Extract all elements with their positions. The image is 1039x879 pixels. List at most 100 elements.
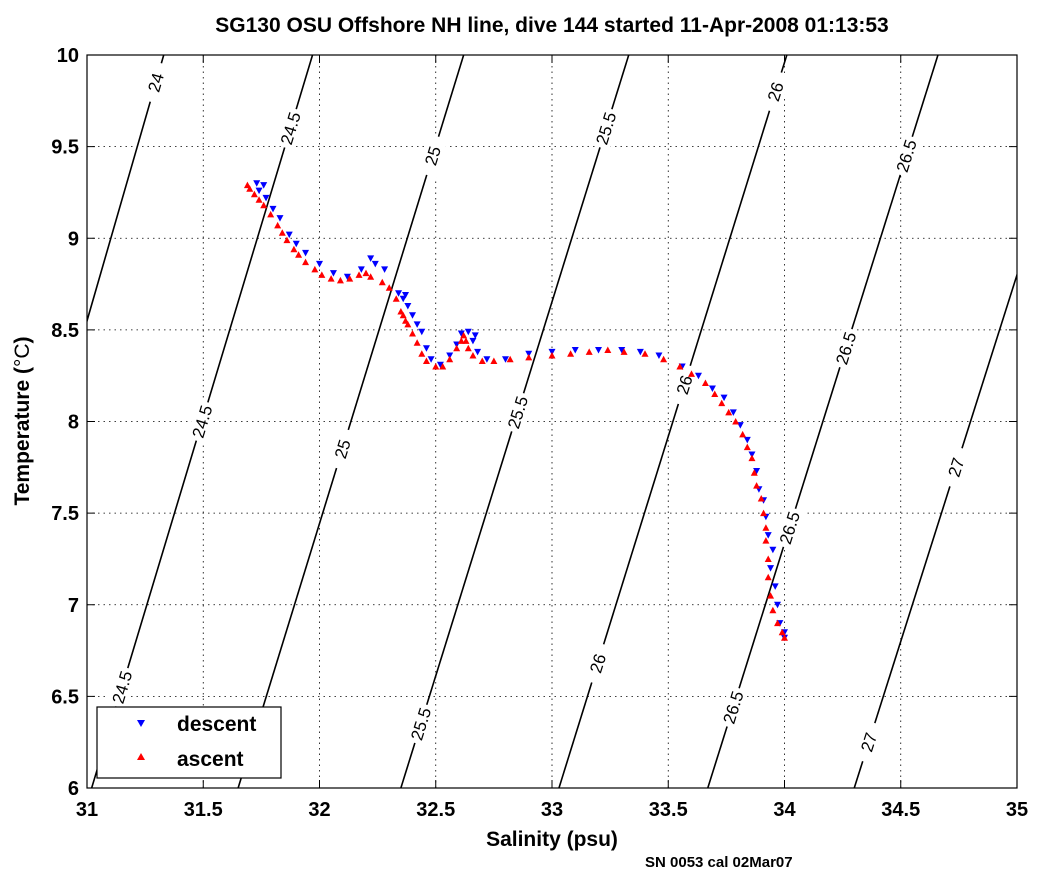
descent-marker (262, 194, 270, 202)
y-axis-label: Temperature (°C) (11, 336, 34, 505)
ascent-marker (367, 273, 375, 280)
contour-label-background (140, 60, 171, 105)
y-tick-label: 9.5 (51, 137, 79, 159)
calibration-footnote: SN 0053 cal 02Mar07 (645, 854, 793, 871)
ascent-marker (778, 628, 786, 636)
contour-label-background (890, 133, 922, 178)
descent-marker (729, 409, 737, 416)
x-tick-label: 32 (308, 799, 330, 821)
contour-label-background (773, 505, 806, 550)
ascent-marker (457, 337, 465, 344)
ascent-marker (764, 573, 772, 581)
x-tick-label: 32.5 (416, 799, 455, 821)
ascent-marker (274, 221, 282, 229)
contour-label: 26 (673, 373, 697, 397)
descent-marker (771, 583, 779, 590)
descent-marker (464, 328, 472, 336)
ascent-marker (267, 210, 275, 218)
ascent-marker (278, 229, 286, 236)
ascent-marker (295, 251, 303, 258)
contour-label: 26 (586, 652, 610, 676)
ascent-marker (378, 278, 386, 286)
descent-marker (636, 348, 644, 356)
descent-marker (269, 205, 277, 213)
descent-marker (302, 249, 310, 257)
ascent-marker (385, 284, 393, 291)
y-tick-label: 6.5 (51, 686, 79, 708)
ascent-marker (718, 399, 726, 407)
y-tick-label: 8.5 (51, 320, 79, 342)
contour-label-background (275, 106, 306, 151)
ascent-marker (732, 418, 740, 425)
ascent-marker (604, 346, 612, 354)
descent-marker (767, 565, 775, 572)
ascent-marker (260, 201, 268, 209)
ascent-marker (336, 276, 344, 284)
contour-label-background (940, 445, 972, 490)
ascent-marker (753, 482, 761, 489)
axis-ticks (86, 54, 1018, 789)
contour-label-background (502, 390, 534, 435)
descent-marker (471, 332, 479, 339)
descent-marker (395, 290, 403, 297)
descent-marker (260, 182, 268, 189)
descent-marker (502, 356, 509, 363)
descent-marker (774, 601, 782, 609)
legend-descent-marker (137, 720, 145, 727)
ascent-marker (311, 265, 319, 273)
descent-marker (292, 240, 300, 248)
contour-label-background (106, 665, 138, 710)
ascent-marker (490, 357, 498, 365)
descent-marker (457, 330, 465, 338)
descent-marker (399, 295, 407, 303)
descent-marker (253, 180, 261, 187)
descent-marker (402, 292, 410, 299)
density-contour-line (707, 55, 939, 788)
x-tick-label: 33.5 (649, 799, 688, 821)
y-tick-label: 8 (68, 412, 79, 434)
descent-marker (743, 436, 751, 444)
density-contour-line (87, 55, 165, 324)
y-tick-label: 7.5 (51, 503, 79, 525)
descent-marker (474, 348, 482, 356)
ascent-marker (769, 606, 777, 614)
contour-label-background (759, 69, 791, 114)
density-contour-labels: 2424.524.524.5252525.525.525.526262626.5… (106, 60, 972, 765)
ascent-marker (781, 634, 788, 641)
descent-marker (276, 215, 284, 222)
y-axis-label-prefix: Temperature ( (11, 367, 34, 505)
descent-marker (469, 337, 477, 345)
contour-label-background (186, 399, 218, 444)
ascent-marker (413, 339, 421, 346)
ascent-marker (548, 352, 556, 359)
ascent-marker (478, 357, 486, 365)
descent-marker (413, 321, 421, 328)
ascent-marker (318, 271, 326, 278)
y-tick-label: 10 (57, 45, 79, 67)
ascent-marker (762, 537, 770, 544)
descent-marker (764, 532, 772, 539)
descent-marker (404, 303, 412, 310)
contour-label: 25 (331, 437, 355, 461)
x-axis-label: Salinity (psu) (486, 828, 618, 851)
ascent-marker (469, 352, 477, 359)
descent-marker (371, 260, 379, 268)
ascent-marker (392, 295, 400, 302)
ascent-marker (739, 430, 747, 438)
ascent-marker (750, 469, 758, 476)
ascent-marker (246, 185, 254, 192)
contour-label: 27 (857, 730, 881, 754)
ascent-marker (422, 357, 430, 365)
contour-label: 24 (145, 71, 169, 94)
ascent-marker (525, 353, 533, 361)
contour-label-background (405, 701, 437, 746)
ascent-marker (409, 330, 416, 337)
y-tick-label: 7 (68, 595, 79, 617)
degree-celsius-unit: °C (11, 343, 34, 367)
ascent-marker (404, 320, 412, 328)
x-tick-label: 35 (1006, 799, 1028, 821)
contour-label: 26 (764, 80, 788, 104)
x-tick-label: 34.5 (881, 799, 920, 821)
ascent-marker (641, 350, 649, 357)
